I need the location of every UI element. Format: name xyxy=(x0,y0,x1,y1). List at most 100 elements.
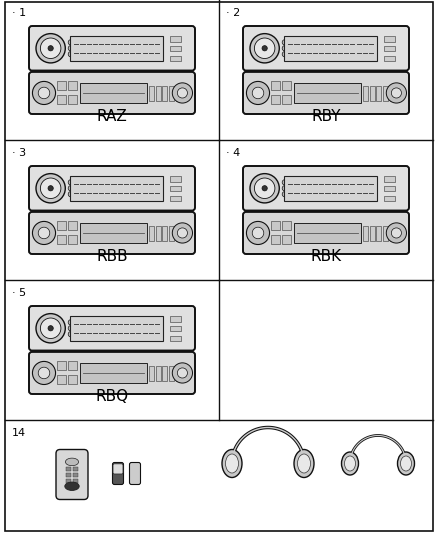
Bar xyxy=(80,223,147,243)
Circle shape xyxy=(36,313,65,343)
Circle shape xyxy=(36,174,65,203)
Bar xyxy=(57,375,66,384)
Text: · 4: · 4 xyxy=(226,148,240,158)
Bar xyxy=(73,466,78,471)
Bar xyxy=(68,81,77,90)
Text: · 2: · 2 xyxy=(226,8,240,18)
Circle shape xyxy=(68,39,74,45)
Bar xyxy=(390,226,395,241)
Circle shape xyxy=(38,87,50,99)
Circle shape xyxy=(177,88,187,98)
Ellipse shape xyxy=(65,482,79,490)
Circle shape xyxy=(252,227,264,239)
Bar xyxy=(383,226,388,241)
Bar xyxy=(66,479,71,482)
Ellipse shape xyxy=(294,449,314,478)
Bar xyxy=(363,226,368,241)
Bar xyxy=(170,186,181,191)
Circle shape xyxy=(282,39,288,45)
Circle shape xyxy=(68,52,74,57)
FancyBboxPatch shape xyxy=(113,464,123,474)
Bar xyxy=(384,36,395,42)
Bar xyxy=(66,466,71,471)
FancyBboxPatch shape xyxy=(243,212,409,254)
Circle shape xyxy=(68,46,74,51)
Circle shape xyxy=(68,320,74,325)
Circle shape xyxy=(32,361,56,384)
Circle shape xyxy=(38,367,50,379)
Text: · 3: · 3 xyxy=(12,148,26,158)
Circle shape xyxy=(254,178,275,198)
Bar xyxy=(149,226,154,241)
Bar xyxy=(162,86,167,101)
Bar xyxy=(384,46,395,51)
Bar xyxy=(170,46,181,51)
Bar xyxy=(384,176,395,182)
Circle shape xyxy=(68,332,74,337)
Bar xyxy=(170,176,181,182)
Bar xyxy=(282,95,291,104)
Bar xyxy=(384,196,395,201)
FancyBboxPatch shape xyxy=(56,449,88,499)
Bar xyxy=(282,221,291,230)
FancyBboxPatch shape xyxy=(243,166,409,211)
Circle shape xyxy=(282,52,288,57)
Bar xyxy=(169,86,174,101)
Bar xyxy=(162,366,167,381)
Circle shape xyxy=(68,191,74,197)
Circle shape xyxy=(48,46,53,51)
Bar xyxy=(155,86,161,101)
FancyBboxPatch shape xyxy=(29,352,195,394)
Ellipse shape xyxy=(226,454,239,473)
Bar xyxy=(176,86,181,101)
Bar xyxy=(271,81,279,90)
Bar xyxy=(73,479,78,482)
Bar xyxy=(282,235,291,244)
Circle shape xyxy=(247,221,269,245)
Bar xyxy=(383,86,388,101)
Circle shape xyxy=(282,46,288,51)
Ellipse shape xyxy=(342,452,358,475)
Bar xyxy=(80,83,147,103)
Bar xyxy=(68,95,77,104)
Bar xyxy=(376,86,381,101)
Bar xyxy=(57,235,66,244)
Circle shape xyxy=(68,185,74,191)
Bar xyxy=(170,55,181,61)
Bar xyxy=(284,36,377,61)
Circle shape xyxy=(32,221,56,245)
Circle shape xyxy=(177,228,187,238)
Text: RBK: RBK xyxy=(311,249,342,264)
Bar xyxy=(71,36,163,61)
Bar xyxy=(384,186,395,191)
Circle shape xyxy=(172,363,193,383)
Bar xyxy=(169,226,174,241)
Bar xyxy=(149,86,154,101)
Circle shape xyxy=(391,228,402,238)
Ellipse shape xyxy=(400,456,411,471)
Circle shape xyxy=(282,185,288,191)
Bar xyxy=(68,361,77,370)
Bar xyxy=(294,83,361,103)
Text: RAZ: RAZ xyxy=(97,109,127,124)
Bar xyxy=(271,95,279,104)
FancyBboxPatch shape xyxy=(29,72,195,114)
Bar xyxy=(271,221,279,230)
Bar xyxy=(370,86,374,101)
Circle shape xyxy=(282,180,288,185)
FancyBboxPatch shape xyxy=(29,166,195,211)
Bar xyxy=(68,235,77,244)
Text: RBQ: RBQ xyxy=(95,389,129,404)
Bar xyxy=(170,196,181,201)
Bar xyxy=(170,336,181,341)
Bar xyxy=(57,221,66,230)
Circle shape xyxy=(252,87,264,99)
Circle shape xyxy=(391,88,402,98)
Circle shape xyxy=(250,174,279,203)
FancyBboxPatch shape xyxy=(243,72,409,114)
Ellipse shape xyxy=(222,449,242,478)
Circle shape xyxy=(68,180,74,185)
Bar xyxy=(68,221,77,230)
Circle shape xyxy=(177,368,187,378)
Bar xyxy=(170,326,181,332)
